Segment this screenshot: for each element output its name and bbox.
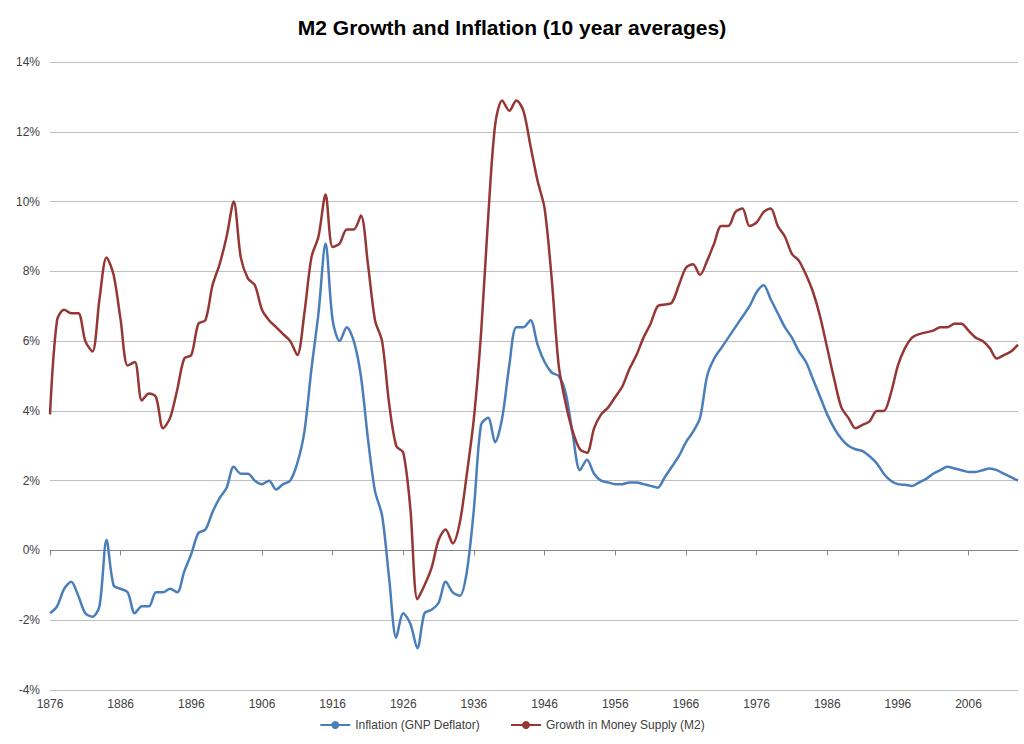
svg-text:4%: 4%	[23, 404, 41, 418]
svg-text:1966: 1966	[673, 697, 700, 711]
svg-text:-2%: -2%	[19, 613, 41, 627]
svg-text:-4%: -4%	[19, 683, 41, 697]
svg-text:M2 Growth and Inflation (10 ye: M2 Growth and Inflation (10 year average…	[298, 16, 726, 39]
svg-text:1936: 1936	[461, 697, 488, 711]
svg-text:10%: 10%	[16, 195, 40, 209]
svg-text:1876: 1876	[37, 697, 64, 711]
svg-text:1996: 1996	[885, 697, 912, 711]
svg-text:1896: 1896	[178, 697, 205, 711]
svg-text:12%: 12%	[16, 125, 40, 139]
svg-text:Inflation (GNP Deflator): Inflation (GNP Deflator)	[355, 718, 480, 732]
svg-text:8%: 8%	[23, 264, 41, 278]
svg-text:1926: 1926	[390, 697, 417, 711]
svg-text:2006: 2006	[955, 697, 982, 711]
svg-text:1946: 1946	[531, 697, 558, 711]
svg-text:1916: 1916	[319, 697, 346, 711]
svg-text:2%: 2%	[23, 474, 41, 488]
svg-text:0%: 0%	[23, 543, 41, 557]
svg-text:1956: 1956	[602, 697, 629, 711]
svg-text:14%: 14%	[16, 55, 40, 69]
svg-text:1886: 1886	[107, 697, 134, 711]
svg-text:1976: 1976	[743, 697, 770, 711]
svg-text:1906: 1906	[249, 697, 276, 711]
svg-text:1986: 1986	[814, 697, 841, 711]
svg-text:Growth in Money Supply (M2): Growth in Money Supply (M2)	[546, 718, 705, 732]
svg-text:6%: 6%	[23, 334, 41, 348]
